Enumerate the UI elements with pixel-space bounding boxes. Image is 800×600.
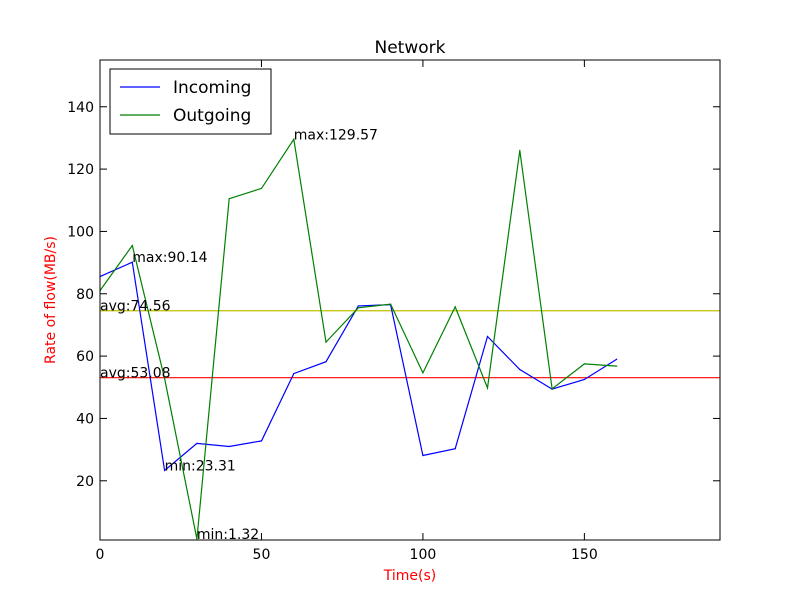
data-point-outgoing (357, 307, 359, 309)
data-point-incoming (357, 305, 359, 307)
y-tick-label: 140 (67, 100, 94, 116)
annotation-label: avg:53.08 (100, 366, 171, 382)
data-point-outgoing (616, 365, 618, 367)
data-point-incoming (163, 469, 166, 472)
y-tick-label: 20 (76, 474, 94, 490)
x-tick-label: 100 (410, 547, 437, 563)
data-point-incoming (519, 368, 521, 371)
y-tick-label: 40 (76, 411, 94, 427)
data-point-outgoing (260, 187, 263, 190)
data-point-incoming (293, 372, 295, 375)
y-tick-label: 120 (67, 162, 94, 178)
data-point-outgoing (131, 244, 133, 247)
annotation-label: max:129.57 (294, 127, 378, 143)
data-point-outgoing (486, 387, 489, 389)
y-axis-label: Rate of flow(MB/s) (43, 236, 59, 364)
annotation-label: max:90.14 (132, 250, 207, 266)
data-point-outgoing (293, 138, 295, 140)
annotation-label: min:1.32 (197, 527, 259, 543)
legend-label-outgoing: Outgoing (173, 106, 251, 126)
data-point-incoming (196, 442, 198, 444)
y-tick-label: 60 (76, 349, 94, 365)
data-point-outgoing (454, 306, 456, 308)
data-point-incoming (422, 454, 424, 457)
data-point-incoming (131, 261, 133, 263)
x-tick-label: 50 (253, 547, 271, 563)
data-point-incoming (454, 448, 456, 450)
chart-title: Network (375, 38, 446, 58)
data-point-outgoing (325, 341, 327, 343)
x-axis-label: Time(s) (383, 568, 436, 584)
y-tick-label: 100 (67, 224, 94, 240)
legend: Incoming Outgoing (109, 68, 272, 135)
data-point-outgoing (551, 388, 553, 390)
axis-ticks: 0 50 100 150 20 40 60 80 100 120 140 (67, 60, 720, 563)
data-point-incoming (325, 361, 327, 363)
data-point-outgoing (228, 198, 230, 200)
plot-area: max:129.57 max:90.14 avg:74.56 avg:53.08 min… (99, 127, 720, 543)
plot-frame (99, 59, 721, 541)
data-point-outgoing (163, 377, 166, 380)
legend-box (109, 68, 272, 135)
data-point-incoming (260, 440, 263, 442)
data-point-outgoing (390, 303, 392, 305)
data-point-incoming (228, 445, 230, 448)
data-point-incoming (486, 335, 489, 338)
y-tick-label: 80 (76, 287, 94, 303)
data-point-incoming (583, 378, 585, 381)
data-point-outgoing (196, 538, 198, 540)
annotation-label: min:23.31 (165, 458, 236, 474)
data-point-outgoing (583, 363, 585, 365)
legend-label-incoming: Incoming (173, 78, 251, 98)
x-tick-label: 0 (96, 547, 105, 563)
data-point-outgoing (422, 372, 424, 374)
x-tick-label: 150 (571, 547, 598, 563)
series-line-outgoing (99, 137, 617, 540)
data-point-outgoing (519, 149, 521, 151)
data-point-incoming (616, 358, 618, 360)
annotation-label: avg:74.56 (100, 299, 171, 315)
